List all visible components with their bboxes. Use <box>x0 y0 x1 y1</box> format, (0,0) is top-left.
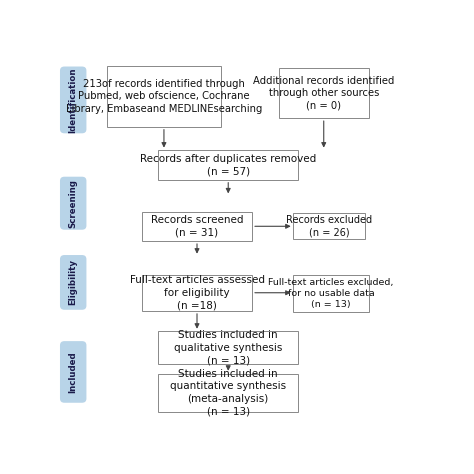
FancyBboxPatch shape <box>60 341 86 403</box>
Text: Identification: Identification <box>69 67 78 133</box>
Text: Records excluded
(n = 26): Records excluded (n = 26) <box>286 215 372 237</box>
FancyBboxPatch shape <box>60 255 86 310</box>
Text: Screening: Screening <box>69 179 78 228</box>
FancyBboxPatch shape <box>158 150 298 180</box>
FancyBboxPatch shape <box>158 374 298 411</box>
Text: Records after duplicates removed
(n = 57): Records after duplicates removed (n = 57… <box>140 154 316 176</box>
FancyBboxPatch shape <box>158 331 298 364</box>
Text: Full-text articles assessed
for eligibility
(n =18): Full-text articles assessed for eligibil… <box>129 275 264 310</box>
FancyBboxPatch shape <box>142 212 252 241</box>
Text: Additional records identified
through other sources
(n = 0): Additional records identified through ot… <box>253 76 394 110</box>
FancyBboxPatch shape <box>107 66 221 127</box>
FancyBboxPatch shape <box>60 177 86 230</box>
Text: Full-text articles excluded,
for no usable data
(n = 13): Full-text articles excluded, for no usab… <box>268 278 394 309</box>
FancyBboxPatch shape <box>142 274 252 311</box>
FancyBboxPatch shape <box>279 68 369 118</box>
Text: Eligibility: Eligibility <box>69 259 78 305</box>
FancyBboxPatch shape <box>60 66 86 133</box>
Text: 213of records identified through
Pubmed, web ofscience, Cochrane
Library, Embase: 213of records identified through Pubmed,… <box>66 79 262 114</box>
FancyBboxPatch shape <box>293 275 369 311</box>
Text: Records screened
(n = 31): Records screened (n = 31) <box>151 215 243 237</box>
Text: Studies included in
quantitative synthesis
(meta-analysis)
(n = 13): Studies included in quantitative synthes… <box>170 369 286 416</box>
FancyBboxPatch shape <box>293 213 365 239</box>
Text: Included: Included <box>69 351 78 393</box>
Text: Studies included in
qualitative synthesis
(n = 13): Studies included in qualitative synthesi… <box>174 330 283 365</box>
